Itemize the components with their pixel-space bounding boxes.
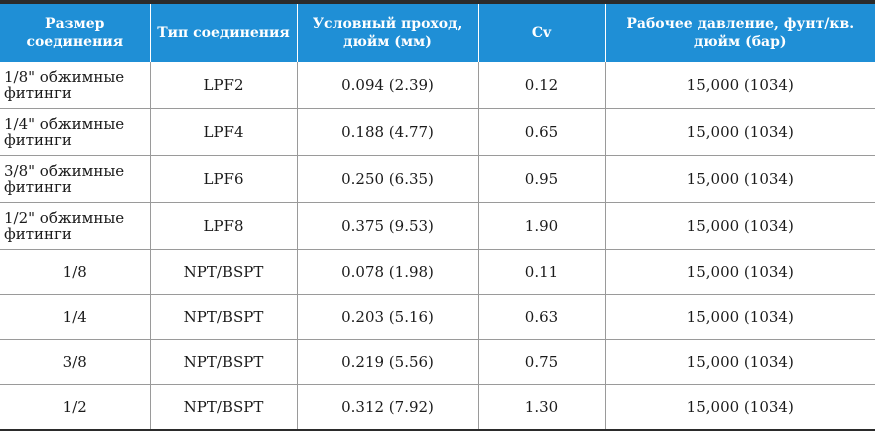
table-row: 1/2 NPT/BSPT 0.312 (7.92) 1.30 15,000 (1… bbox=[0, 384, 875, 431]
cell-size: 3/8 bbox=[0, 339, 150, 385]
header-size: Размер соединения bbox=[0, 4, 150, 62]
cell-bore: 0.375 (9.53) bbox=[296, 202, 478, 250]
cell-size: 1/4" обжимные фитинги bbox=[0, 108, 150, 156]
cell-bore: 0.078 (1.98) bbox=[296, 249, 478, 295]
cell-pressure: 15,000 (1034) bbox=[604, 339, 875, 385]
header-cv: Cv bbox=[477, 4, 605, 62]
cell-bore: 0.188 (4.77) bbox=[296, 108, 478, 156]
cell-cv: 0.65 bbox=[477, 108, 605, 156]
cell-cv: 0.12 bbox=[477, 62, 605, 109]
cell-pressure: 15,000 (1034) bbox=[604, 249, 875, 295]
cell-cv: 0.75 bbox=[477, 339, 605, 385]
table-top-rule bbox=[0, 0, 875, 4]
cell-pressure: 15,000 (1034) bbox=[604, 202, 875, 250]
cell-size: 1/8" обжимные фитинги bbox=[0, 62, 150, 109]
cell-type: LPF2 bbox=[149, 62, 297, 109]
cell-type: NPT/BSPT bbox=[149, 249, 297, 295]
table-body: 1/8" обжимные фитинги LPF2 0.094 (2.39) … bbox=[0, 62, 875, 431]
cell-pressure: 15,000 (1034) bbox=[604, 155, 875, 203]
cell-bore: 0.312 (7.92) bbox=[296, 384, 478, 431]
cell-cv: 1.30 bbox=[477, 384, 605, 431]
cell-cv: 0.63 bbox=[477, 294, 605, 340]
cell-bore: 0.250 (6.35) bbox=[296, 155, 478, 203]
table-row: 3/8" обжимные фитинги LPF6 0.250 (6.35) … bbox=[0, 155, 875, 203]
cell-type: LPF8 bbox=[149, 202, 297, 250]
table-row: 1/4" обжимные фитинги LPF4 0.188 (4.77) … bbox=[0, 108, 875, 156]
header-type: Тип соединения bbox=[149, 4, 297, 62]
cell-bore: 0.203 (5.16) bbox=[296, 294, 478, 340]
cell-cv: 1.90 bbox=[477, 202, 605, 250]
cell-size: 1/2" обжимные фитинги bbox=[0, 202, 150, 250]
header-row: Размер соединения Тип соединения Условны… bbox=[0, 4, 875, 62]
cell-pressure: 15,000 (1034) bbox=[604, 62, 875, 109]
table-row: 1/8" обжимные фитинги LPF2 0.094 (2.39) … bbox=[0, 62, 875, 109]
cell-size: 3/8" обжимные фитинги bbox=[0, 155, 150, 203]
table-header: Размер соединения Тип соединения Условны… bbox=[0, 4, 875, 62]
cell-size: 1/2 bbox=[0, 384, 150, 431]
cell-type: NPT/BSPT bbox=[149, 294, 297, 340]
fitting-spec-table: Размер соединения Тип соединения Условны… bbox=[0, 4, 875, 431]
table-row: 1/4 NPT/BSPT 0.203 (5.16) 0.63 15,000 (1… bbox=[0, 294, 875, 340]
cell-pressure: 15,000 (1034) bbox=[604, 384, 875, 431]
cell-cv: 0.95 bbox=[477, 155, 605, 203]
header-bore: Условный проход, дюйм (мм) bbox=[296, 4, 478, 62]
cell-size: 1/8 bbox=[0, 249, 150, 295]
table-row: 1/8 NPT/BSPT 0.078 (1.98) 0.11 15,000 (1… bbox=[0, 249, 875, 295]
cell-cv: 0.11 bbox=[477, 249, 605, 295]
cell-bore: 0.219 (5.56) bbox=[296, 339, 478, 385]
cell-type: NPT/BSPT bbox=[149, 384, 297, 431]
cell-pressure: 15,000 (1034) bbox=[604, 294, 875, 340]
cell-type: NPT/BSPT bbox=[149, 339, 297, 385]
cell-size: 1/4 bbox=[0, 294, 150, 340]
cell-type: LPF4 bbox=[149, 108, 297, 156]
table-row: 1/2" обжимные фитинги LPF8 0.375 (9.53) … bbox=[0, 202, 875, 250]
cell-pressure: 15,000 (1034) bbox=[604, 108, 875, 156]
cell-bore: 0.094 (2.39) bbox=[296, 62, 478, 109]
cell-type: LPF6 bbox=[149, 155, 297, 203]
header-pressure: Рабочее давление, фунт/кв. дюйм (бар) bbox=[604, 4, 875, 62]
table-row: 3/8 NPT/BSPT 0.219 (5.56) 0.75 15,000 (1… bbox=[0, 339, 875, 385]
